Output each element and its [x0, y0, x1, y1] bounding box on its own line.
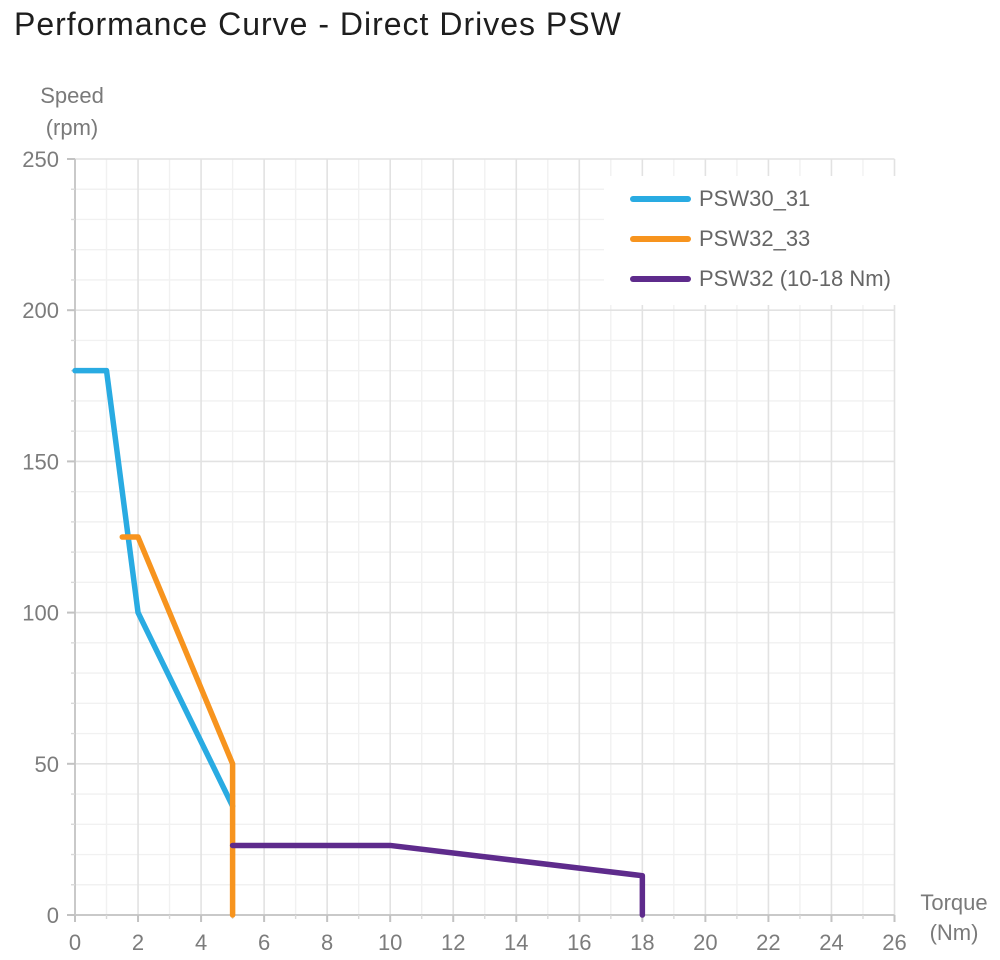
x-tick-label: 26: [882, 930, 906, 955]
x-tick-label: 22: [756, 930, 780, 955]
legend-label: PSW32 (10-18 Nm): [699, 266, 891, 291]
series-line-PSW32_33: [119, 534, 236, 918]
x-axis-title-line1: Torque: [920, 890, 988, 915]
legend-item-PSW32_33: PSW32_33: [630, 219, 891, 259]
x-tick-label: 20: [693, 930, 717, 955]
legend-item-PSW30_31: PSW30_31: [630, 179, 891, 219]
y-tick-label: 100: [22, 601, 59, 626]
x-axis-title-line2: (Nm): [929, 920, 979, 945]
y-tick-label: 250: [22, 147, 59, 172]
legend-label: PSW30_31: [699, 186, 811, 211]
legend-label: PSW32_33: [699, 226, 811, 251]
x-tick-label: 8: [321, 930, 333, 955]
legend-item-PSW32-(10-18-Nm): PSW32 (10-18 Nm): [630, 259, 891, 299]
y-axis-title-line2: (rpm): [45, 115, 99, 140]
legend-swatch: [630, 196, 691, 202]
x-tick-label: 2: [132, 930, 144, 955]
y-tick-label: 0: [47, 903, 59, 928]
x-tick-label: 4: [195, 930, 207, 955]
y-tick-label: 200: [22, 298, 59, 323]
x-tick-label: 12: [441, 930, 465, 955]
legend-swatch: [630, 236, 691, 242]
x-tick-label: 10: [378, 930, 402, 955]
x-tick-label: 24: [819, 930, 843, 955]
series-line-PSW30_31: [72, 367, 236, 809]
x-tick-label: 6: [258, 930, 270, 955]
legend: PSW30_31 PSW32_33 PSW32 (10-18 Nm): [604, 176, 921, 305]
x-tick-label: 16: [567, 930, 591, 955]
page-title: Performance Curve - Direct Drives PSW: [14, 6, 622, 42]
y-tick-label: 50: [35, 752, 59, 777]
legend-swatch: [630, 276, 691, 282]
y-axis-title-line1: Speed: [40, 83, 104, 108]
y-axis-title: Speed (rpm): [27, 80, 117, 144]
x-tick-label: 14: [504, 930, 528, 955]
series-line-PSW32-(10-18-Nm): [229, 842, 646, 918]
x-tick-label: 18: [630, 930, 654, 955]
y-tick-label: 150: [22, 449, 59, 474]
x-tick-label: 0: [69, 930, 81, 955]
x-axis-title: Torque (Nm): [908, 888, 1000, 948]
